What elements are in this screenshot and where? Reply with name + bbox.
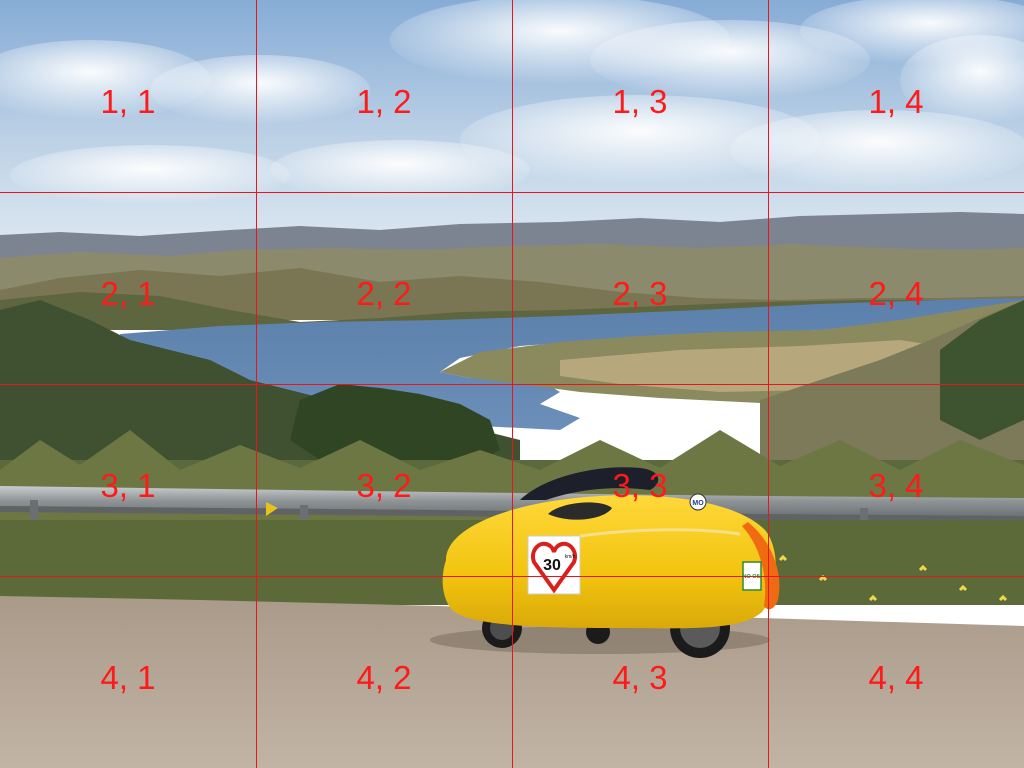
grid-cell-label-3-2: 3, 2	[356, 467, 412, 504]
grid-line-horizontal-2	[0, 384, 1024, 385]
badge-number: 30	[543, 557, 561, 574]
grid-cell-label-4-1: 4, 1	[100, 659, 156, 696]
grid-cell-label-2-3: 2, 3	[612, 275, 668, 312]
badge-unit: km/h	[565, 554, 576, 560]
cockpit-opening	[548, 502, 612, 520]
grid-cell-label-2-2: 2, 2	[356, 275, 412, 312]
grid-cell-label-3-1: 3, 1	[100, 467, 156, 504]
no-oil-text: NO OIL	[743, 574, 763, 580]
grid-cell-label-2-4: 2, 4	[868, 275, 924, 312]
grid-cell-label-1-3: 1, 3	[612, 83, 668, 120]
grid-cell-label-4-3: 4, 3	[612, 659, 668, 696]
grid-cell-label-3-3: 3, 3	[612, 467, 668, 504]
grid-cell-label-1-2: 1, 2	[356, 83, 412, 120]
grid-cell-label-4-4: 4, 4	[868, 659, 924, 696]
body-stripe	[579, 528, 741, 538]
grid-cell-label-3-4: 3, 4	[868, 467, 924, 504]
speed-badge: 30 km/h	[527, 535, 581, 595]
wildflowers	[778, 554, 1008, 602]
grid-cell-label-1-4: 1, 4	[868, 83, 924, 120]
round-sticker-text: MO	[692, 500, 704, 507]
grid-cell-label-1-1: 1, 1	[100, 83, 156, 120]
velomobile: 30 km/h NO OIL MO	[430, 467, 780, 658]
grid-cell-label-4-2: 4, 2	[356, 659, 412, 696]
grid-cell-label-2-1: 2, 1	[100, 275, 156, 312]
round-sticker: MO	[689, 493, 707, 511]
right-shrubs	[940, 300, 1024, 440]
grid-line-horizontal-3	[0, 576, 1024, 577]
grid-line-horizontal-1	[0, 192, 1024, 193]
velomobile-nose	[742, 522, 780, 610]
velomobile-canopy	[520, 467, 659, 500]
clouds	[0, 0, 1024, 205]
